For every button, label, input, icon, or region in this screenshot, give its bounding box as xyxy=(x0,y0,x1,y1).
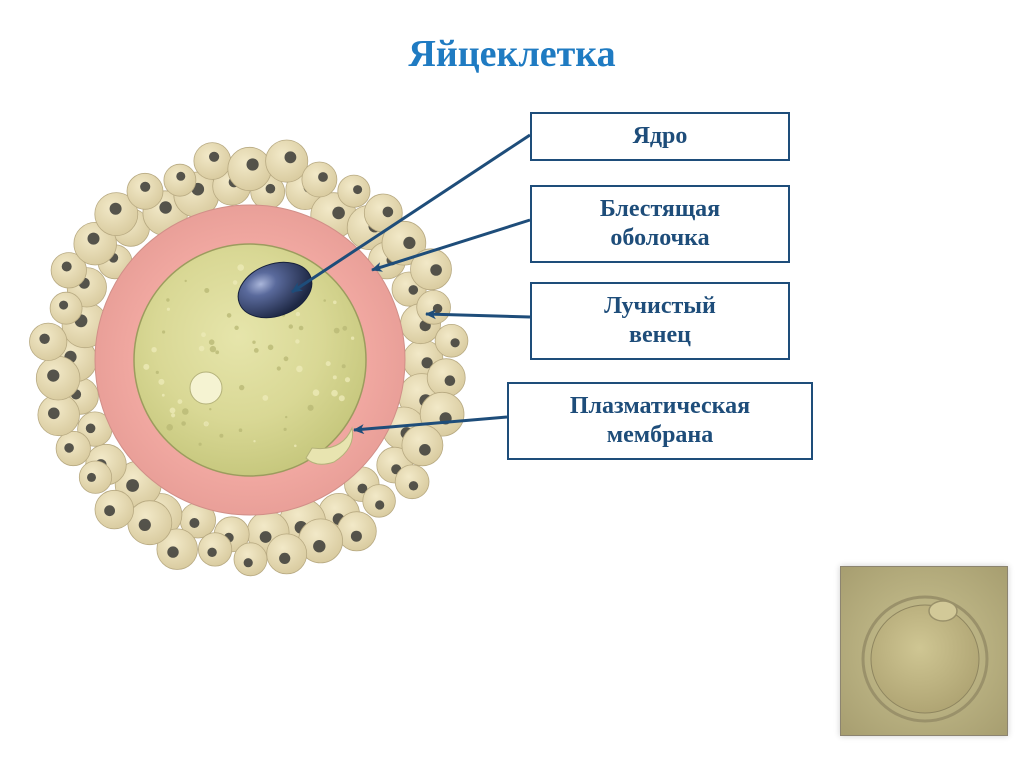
micrograph-thumbnail xyxy=(840,566,1008,736)
label-box-2: Лучистыйвенец xyxy=(530,282,790,360)
label-box-0: Ядро xyxy=(530,112,790,161)
label-box-1: Блестящаяоболочка xyxy=(530,185,790,263)
label-box-3: Плазматическаямембрана xyxy=(507,382,813,460)
page-title: Яйцеклетка xyxy=(0,32,1024,76)
vesicle xyxy=(190,372,222,404)
